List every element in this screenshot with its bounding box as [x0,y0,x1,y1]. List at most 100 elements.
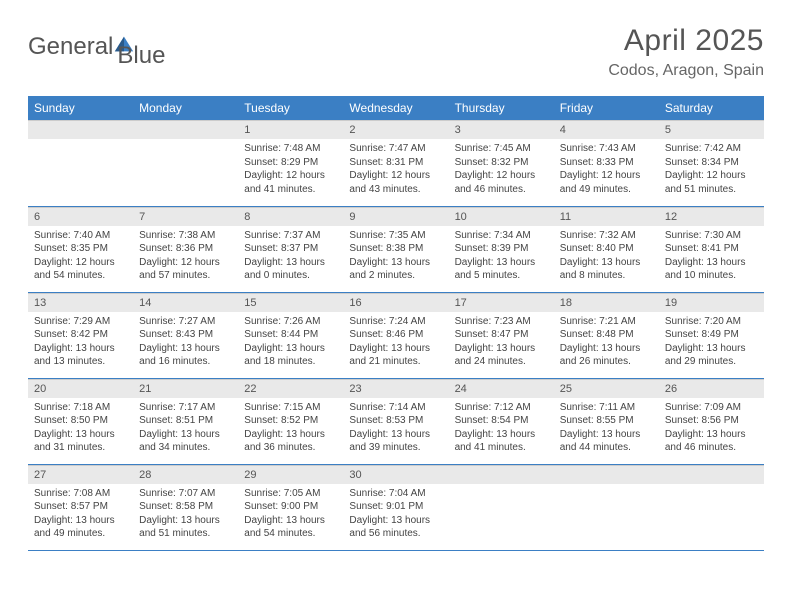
day-content: Sunrise: 7:09 AMSunset: 8:56 PMDaylight:… [659,398,764,461]
day-content [133,139,238,199]
day-content: Sunrise: 7:17 AMSunset: 8:51 PMDaylight:… [133,398,238,461]
day-number: 11 [554,207,659,226]
day-number: 22 [238,379,343,398]
weekday-header: Saturday [659,96,764,120]
day-number: 1 [238,120,343,139]
calendar-cell: 12Sunrise: 7:30 AMSunset: 8:41 PMDayligh… [659,206,764,292]
calendar-row: 1Sunrise: 7:48 AMSunset: 8:29 PMDaylight… [28,120,764,206]
day-number: 4 [554,120,659,139]
calendar-cell: 19Sunrise: 7:20 AMSunset: 8:49 PMDayligh… [659,292,764,378]
header: General Blue April 2025 Codos, Aragon, S… [28,24,764,80]
logo-text-2: Blue [117,42,165,70]
day-number: 9 [343,207,448,226]
day-content: Sunrise: 7:47 AMSunset: 8:31 PMDaylight:… [343,139,448,202]
calendar-cell: 4Sunrise: 7:43 AMSunset: 8:33 PMDaylight… [554,120,659,206]
calendar-cell: 26Sunrise: 7:09 AMSunset: 8:56 PMDayligh… [659,378,764,464]
day-content: Sunrise: 7:18 AMSunset: 8:50 PMDaylight:… [28,398,133,461]
day-content: Sunrise: 7:37 AMSunset: 8:37 PMDaylight:… [238,226,343,289]
day-number [449,465,554,484]
day-content: Sunrise: 7:34 AMSunset: 8:39 PMDaylight:… [449,226,554,289]
day-number: 16 [343,293,448,312]
calendar-cell: 17Sunrise: 7:23 AMSunset: 8:47 PMDayligh… [449,292,554,378]
day-number: 10 [449,207,554,226]
day-content: Sunrise: 7:14 AMSunset: 8:53 PMDaylight:… [343,398,448,461]
calendar-cell: 14Sunrise: 7:27 AMSunset: 8:43 PMDayligh… [133,292,238,378]
day-number: 8 [238,207,343,226]
day-content: Sunrise: 7:29 AMSunset: 8:42 PMDaylight:… [28,312,133,375]
day-number: 14 [133,293,238,312]
calendar-cell: 9Sunrise: 7:35 AMSunset: 8:38 PMDaylight… [343,206,448,292]
day-content: Sunrise: 7:11 AMSunset: 8:55 PMDaylight:… [554,398,659,461]
weekday-header: Tuesday [238,96,343,120]
day-number: 6 [28,207,133,226]
calendar-row: 20Sunrise: 7:18 AMSunset: 8:50 PMDayligh… [28,378,764,464]
calendar-cell: 2Sunrise: 7:47 AMSunset: 8:31 PMDaylight… [343,120,448,206]
day-number: 23 [343,379,448,398]
calendar-cell: 29Sunrise: 7:05 AMSunset: 9:00 PMDayligh… [238,464,343,550]
calendar-cell: 30Sunrise: 7:04 AMSunset: 9:01 PMDayligh… [343,464,448,550]
weekday-row: Sunday Monday Tuesday Wednesday Thursday… [28,96,764,120]
day-content: Sunrise: 7:48 AMSunset: 8:29 PMDaylight:… [238,139,343,202]
calendar-cell [133,120,238,206]
day-number: 7 [133,207,238,226]
day-content [449,484,554,544]
calendar-cell: 24Sunrise: 7:12 AMSunset: 8:54 PMDayligh… [449,378,554,464]
calendar-cell: 10Sunrise: 7:34 AMSunset: 8:39 PMDayligh… [449,206,554,292]
day-number: 25 [554,379,659,398]
calendar-cell: 3Sunrise: 7:45 AMSunset: 8:32 PMDaylight… [449,120,554,206]
day-content: Sunrise: 7:42 AMSunset: 8:34 PMDaylight:… [659,139,764,202]
logo-text-1: General [28,33,113,61]
day-number: 29 [238,465,343,484]
day-number: 5 [659,120,764,139]
day-content: Sunrise: 7:05 AMSunset: 9:00 PMDaylight:… [238,484,343,547]
day-content [659,484,764,544]
calendar-cell: 11Sunrise: 7:32 AMSunset: 8:40 PMDayligh… [554,206,659,292]
day-content: Sunrise: 7:35 AMSunset: 8:38 PMDaylight:… [343,226,448,289]
calendar-cell [659,464,764,550]
day-number: 20 [28,379,133,398]
day-number: 21 [133,379,238,398]
day-content: Sunrise: 7:21 AMSunset: 8:48 PMDaylight:… [554,312,659,375]
day-content: Sunrise: 7:40 AMSunset: 8:35 PMDaylight:… [28,226,133,289]
day-content: Sunrise: 7:20 AMSunset: 8:49 PMDaylight:… [659,312,764,375]
day-number: 13 [28,293,133,312]
calendar-cell: 6Sunrise: 7:40 AMSunset: 8:35 PMDaylight… [28,206,133,292]
day-number: 19 [659,293,764,312]
calendar-row: 13Sunrise: 7:29 AMSunset: 8:42 PMDayligh… [28,292,764,378]
calendar-row: 6Sunrise: 7:40 AMSunset: 8:35 PMDaylight… [28,206,764,292]
calendar-cell [554,464,659,550]
weekday-header: Monday [133,96,238,120]
day-number [133,120,238,139]
day-number: 17 [449,293,554,312]
day-content: Sunrise: 7:27 AMSunset: 8:43 PMDaylight:… [133,312,238,375]
day-content: Sunrise: 7:23 AMSunset: 8:47 PMDaylight:… [449,312,554,375]
location: Codos, Aragon, Spain [608,62,764,80]
day-number: 28 [133,465,238,484]
day-number: 18 [554,293,659,312]
day-number: 27 [28,465,133,484]
day-content [554,484,659,544]
day-number: 3 [449,120,554,139]
day-number: 2 [343,120,448,139]
day-number [554,465,659,484]
day-content: Sunrise: 7:07 AMSunset: 8:58 PMDaylight:… [133,484,238,547]
calendar-cell: 15Sunrise: 7:26 AMSunset: 8:44 PMDayligh… [238,292,343,378]
calendar-cell: 13Sunrise: 7:29 AMSunset: 8:42 PMDayligh… [28,292,133,378]
day-number [659,465,764,484]
month-title: April 2025 [608,24,764,58]
logo: General Blue [28,24,165,70]
calendar-cell [28,120,133,206]
calendar-cell: 8Sunrise: 7:37 AMSunset: 8:37 PMDaylight… [238,206,343,292]
calendar-cell: 25Sunrise: 7:11 AMSunset: 8:55 PMDayligh… [554,378,659,464]
weekday-header: Wednesday [343,96,448,120]
calendar-cell: 21Sunrise: 7:17 AMSunset: 8:51 PMDayligh… [133,378,238,464]
day-content: Sunrise: 7:45 AMSunset: 8:32 PMDaylight:… [449,139,554,202]
day-content: Sunrise: 7:43 AMSunset: 8:33 PMDaylight:… [554,139,659,202]
calendar-cell: 1Sunrise: 7:48 AMSunset: 8:29 PMDaylight… [238,120,343,206]
day-number: 26 [659,379,764,398]
day-content: Sunrise: 7:24 AMSunset: 8:46 PMDaylight:… [343,312,448,375]
day-content: Sunrise: 7:15 AMSunset: 8:52 PMDaylight:… [238,398,343,461]
day-number: 12 [659,207,764,226]
calendar-cell: 28Sunrise: 7:07 AMSunset: 8:58 PMDayligh… [133,464,238,550]
day-number: 15 [238,293,343,312]
